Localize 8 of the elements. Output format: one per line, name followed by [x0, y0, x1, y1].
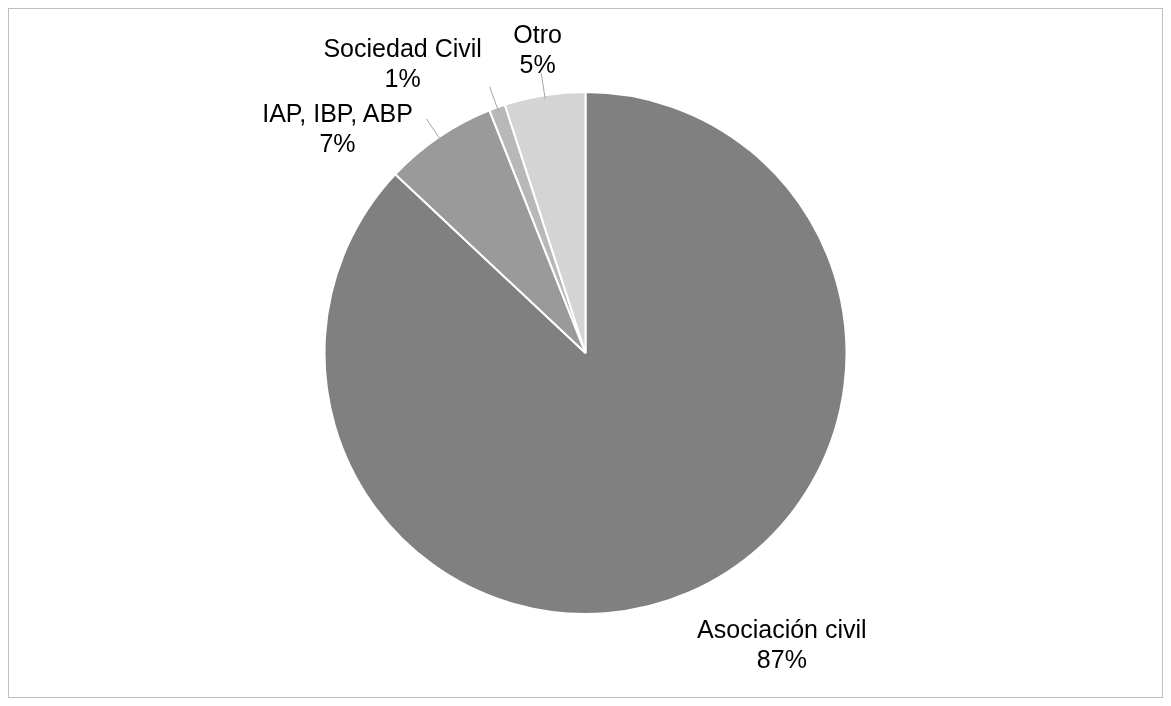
slice-label: IAP, IBP, ABP [262, 98, 413, 127]
slice-label: Sociedad Civil [323, 33, 482, 62]
slice-label: Asociación civil [697, 614, 867, 643]
data-label: 87% [756, 644, 807, 673]
data-label: 1% [384, 63, 421, 92]
data-label: 7% [319, 128, 356, 157]
slice-label: Otro [513, 19, 562, 48]
data-label: 5% [519, 49, 556, 78]
